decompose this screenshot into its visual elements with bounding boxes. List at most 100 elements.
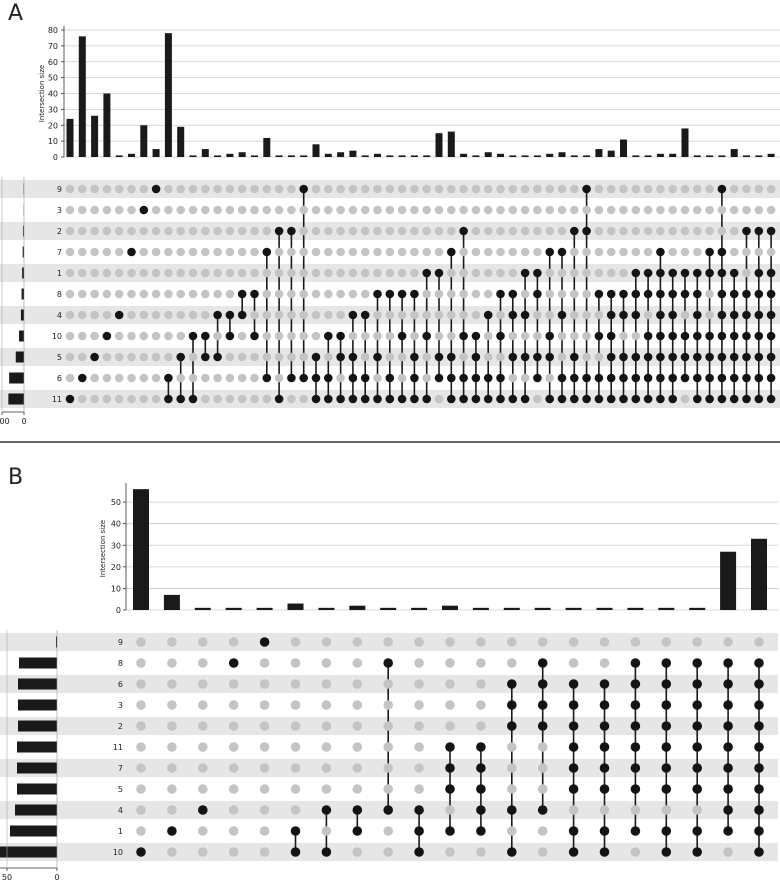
panel-a-matrix-dot-empty	[422, 205, 432, 215]
panel-a-matrix-dot-empty	[262, 310, 272, 320]
panel-a-matrix-dot-empty	[225, 352, 235, 362]
panel-a-matrix-dot-filled	[693, 394, 702, 404]
panel-a-matrix-dot-empty	[78, 394, 87, 404]
panel-a-matrix-dot-filled	[705, 352, 714, 362]
panel-a-matrix-dot-filled	[471, 373, 481, 383]
panel-a-matrix-dot-empty	[336, 205, 345, 215]
panel-a-matrix-dot-empty	[496, 310, 505, 320]
panel-a-matrix-dot-filled	[742, 226, 751, 236]
panel-a-matrix-dot-empty	[729, 226, 739, 236]
panel-a-intersection-bar	[398, 155, 406, 157]
panel-a-matrix-dot-empty	[262, 205, 272, 215]
panel-a-matrix-dot-empty	[471, 226, 481, 236]
panel-a-matrix-dot-empty	[90, 331, 99, 341]
panel-a-matrix-dot-filled	[729, 394, 739, 404]
panel-a-y-tick-label: 30	[48, 105, 58, 114]
panel-a-matrix-dot-empty	[434, 247, 444, 257]
panel-a-matrix-dot-empty	[139, 331, 149, 341]
panel-a-intersection-bar	[558, 152, 566, 157]
panel-a-matrix-dot-empty	[78, 184, 87, 194]
panel-a-matrix-dot-empty	[348, 289, 358, 299]
panel-a-matrix-dot-filled	[545, 352, 554, 362]
panel-b-matrix-dot-empty	[228, 763, 239, 773]
panel-a-matrix-dot-empty	[299, 394, 309, 404]
panel-a-matrix-dot-empty	[533, 247, 542, 257]
panel-a-matrix-dot-empty	[287, 331, 296, 341]
panel-b-matrix-dot-empty	[414, 658, 424, 668]
panel-a-matrix-dot-empty	[705, 184, 714, 194]
panel-a-matrix-dot-empty	[237, 373, 247, 383]
panel-b-matrix-dot-empty	[259, 826, 270, 836]
panel-a-matrix-dot-empty	[188, 310, 198, 320]
panel-a-matrix-dot-filled	[459, 373, 468, 383]
panel-b-matrix-dot-empty	[136, 658, 146, 668]
panel-b-intersection-bar	[287, 603, 304, 610]
panel-a-matrix-dot-empty	[471, 184, 481, 194]
panel-a-matrix-dot-empty	[176, 268, 185, 278]
panel-a-matrix-dot-empty	[360, 289, 370, 299]
panel-b-matrix-dot-empty	[321, 826, 332, 836]
panel-b-matrix-dot-empty	[352, 784, 363, 794]
panel-a-matrix-dot-filled	[151, 184, 161, 194]
panel-a-matrix-dot-empty	[570, 268, 579, 278]
panel-a-matrix-dot-empty	[78, 352, 87, 362]
panel-a-matrix-dot-filled	[459, 226, 468, 236]
panel-a-set-size-tick-label: 0	[21, 417, 26, 426]
panel-a-matrix-dot-empty	[533, 184, 542, 194]
panel-a-matrix-dot-empty	[619, 184, 628, 194]
panel-a-matrix-dot-empty	[90, 268, 99, 278]
panel-a-matrix-dot-empty	[631, 226, 641, 236]
panel-a-matrix-dot-empty	[139, 394, 149, 404]
panel-a-set-label: 10	[52, 332, 62, 341]
panel-a-matrix-dot-empty	[508, 184, 518, 194]
panel-a-matrix-dot-empty	[188, 226, 198, 236]
panel-a-matrix-dot-filled	[324, 394, 333, 404]
panel-b-matrix-dot-empty	[568, 658, 579, 668]
panel-b-set-label: 11	[113, 743, 123, 752]
panel-b-matrix-dot-empty	[476, 637, 486, 647]
panel-a-matrix-dot-empty	[250, 310, 259, 320]
panel-a-matrix-dot-filled	[729, 310, 739, 320]
panel-a-matrix-dot-filled	[311, 394, 321, 404]
panel-a-matrix-dot-empty	[594, 310, 604, 320]
panel-a-matrix-dot-empty	[262, 226, 272, 236]
panel-b-matrix-dot-empty	[259, 700, 270, 710]
panel-a-matrix-dot-empty	[606, 247, 616, 257]
panel-b-matrix-dot-filled	[661, 679, 672, 689]
panel-b-matrix-dot-empty	[228, 742, 239, 752]
panel-a-matrix-dot-empty	[385, 268, 395, 278]
panel-a-intersection-bar	[632, 155, 640, 157]
panel-a-matrix-dot-filled	[717, 184, 727, 194]
panel-b-matrix-dot-empty	[290, 721, 301, 731]
panel-a-matrix-dot-filled	[508, 289, 518, 299]
panel-a-matrix-dot-filled	[533, 373, 542, 383]
panel-b-intersection-bar	[256, 607, 273, 610]
panel-a-set-size-bar	[8, 393, 24, 405]
panel-b-matrix-dot-empty	[290, 637, 301, 647]
panel-a-intersection-bar	[103, 93, 111, 157]
panel-b-matrix-dot-empty	[507, 742, 517, 752]
panel-a-matrix-dot-empty	[594, 268, 604, 278]
panel-a-intersection-bar	[681, 128, 689, 157]
panel-a-matrix-dot-empty	[483, 352, 493, 362]
panel-a-matrix-dot-empty	[766, 247, 776, 257]
panel-a-intersection-bar	[656, 153, 664, 157]
panel-b-matrix-dot-empty	[445, 637, 455, 647]
panel-b-matrix-dot-empty	[599, 637, 610, 647]
panel-a-matrix-dot-empty	[201, 226, 210, 236]
panel-a-matrix-dot-empty	[237, 352, 247, 362]
panel-a-matrix-dot-filled	[385, 373, 395, 383]
panel-b-matrix-dot-filled	[476, 742, 486, 752]
panel-a-matrix-dot-empty	[680, 226, 690, 236]
panel-a-matrix-dot-empty	[373, 205, 382, 215]
panel-a-matrix-dot-filled	[176, 352, 185, 362]
panel-b-intersection-bar	[380, 607, 397, 610]
panel-a-matrix-dot-filled	[176, 394, 185, 404]
panel-b-matrix-dot-empty	[352, 637, 363, 647]
panel-b-matrix-dot-empty	[290, 700, 301, 710]
panel-a-matrix-dot-filled	[656, 373, 665, 383]
panel-a-matrix-dot-empty	[385, 331, 395, 341]
panel-a-matrix-dot-filled	[717, 373, 727, 383]
panel-a-intersection-bar	[140, 125, 148, 157]
